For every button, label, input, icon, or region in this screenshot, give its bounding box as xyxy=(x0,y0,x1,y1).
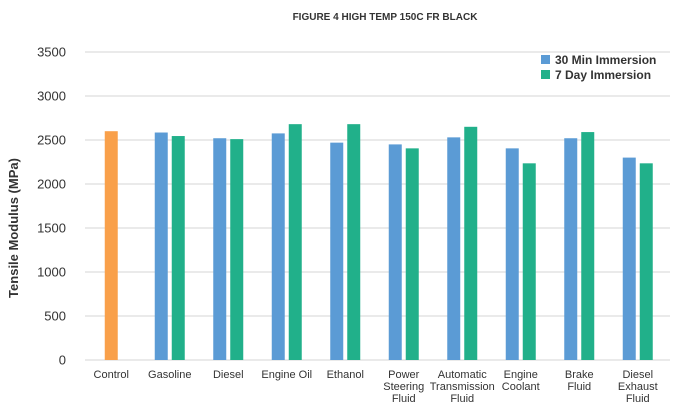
bar-30-min xyxy=(271,133,285,360)
category-label: Automatic Transmission Fluid xyxy=(430,369,495,405)
legend-label: 7 Day Immersion xyxy=(555,68,651,82)
bar-7-day xyxy=(347,124,361,360)
category-label: Diesel Exhaust Fluid xyxy=(618,369,658,405)
category-label: Engine Oil xyxy=(261,369,312,381)
category-label: Power Steering Fluid xyxy=(383,369,424,405)
y-tick-label: 500 xyxy=(44,309,66,324)
chart-title: FIGURE 4 HIGH TEMP 150C FR BLACK xyxy=(293,12,479,23)
category-label: Engine Coolant xyxy=(502,369,540,393)
bar-7-day xyxy=(288,124,302,360)
category-label: Ethanol xyxy=(327,369,364,381)
y-tick-label: 2500 xyxy=(37,133,66,148)
y-tick-label: 2000 xyxy=(37,177,66,192)
bar-7-day xyxy=(522,163,536,360)
y-tick-label: 1500 xyxy=(37,221,66,236)
bar-7-day xyxy=(639,163,653,360)
bar-7-day xyxy=(230,139,244,360)
bar-7-day xyxy=(464,126,478,360)
legend-swatch xyxy=(541,70,550,79)
category-label: Control xyxy=(94,369,129,381)
bar-7-day xyxy=(405,148,419,360)
bar-30-min xyxy=(505,148,519,360)
y-axis-label: Tensile Modulus (MPa) xyxy=(6,158,21,298)
bar-control xyxy=(104,131,118,360)
bar-30-min xyxy=(330,142,344,360)
bar-30-min xyxy=(447,137,461,360)
category-label: Brake Fluid xyxy=(565,369,594,393)
bar-30-min xyxy=(213,138,227,360)
bar-30-min xyxy=(154,132,168,360)
y-tick-label: 0 xyxy=(59,353,66,368)
y-tick-label: 1000 xyxy=(37,265,66,280)
y-tick-label: 3500 xyxy=(37,45,66,60)
legend-label: 30 Min Immersion xyxy=(555,53,656,67)
bar-30-min xyxy=(388,144,402,360)
category-label: Diesel xyxy=(213,369,244,381)
bar-7-day xyxy=(581,132,595,360)
bar-30-min xyxy=(622,157,636,360)
legend-swatch xyxy=(541,55,550,64)
bars xyxy=(104,124,653,360)
y-tick-labels: 0 500 1000 1500 2000 2500 3000 3500 xyxy=(37,45,66,368)
category-labels: Control Gasoline Diesel Engine Oil Ethanol Po… xyxy=(94,369,658,405)
bar-30-min xyxy=(564,138,578,360)
y-tick-label: 3000 xyxy=(37,89,66,104)
category-label: Gasoline xyxy=(148,369,191,381)
bar-7-day xyxy=(171,136,185,360)
